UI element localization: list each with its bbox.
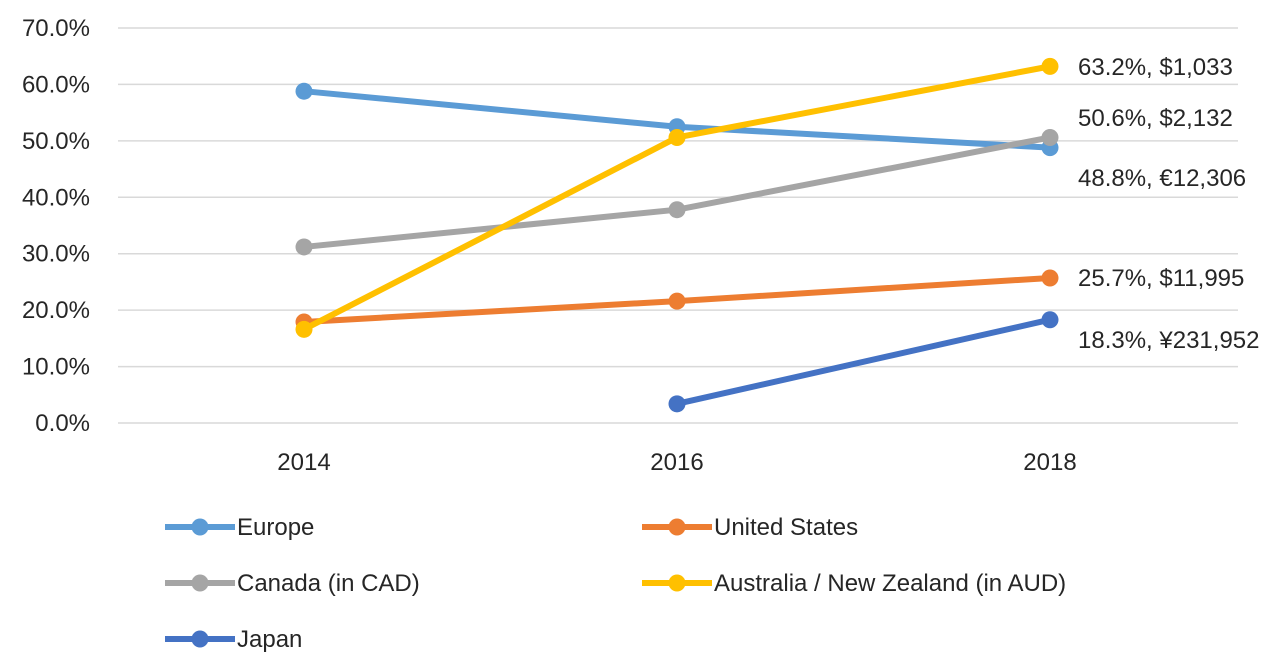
data-label-europe: 48.8%, €12,306 [1078,165,1246,192]
data-point-canada-in-cad [1041,128,1059,146]
data-point-australia-new-zealand-in-aud [295,320,313,338]
legend-swatch-marker [668,518,686,536]
y-tick-label: 10.0% [22,354,90,381]
data-point-europe [295,82,313,100]
legend-item-canada-in-cad: Canada (in CAD) [165,570,420,597]
data-point-canada-in-cad [295,238,313,256]
legend-item-europe: Europe [165,514,314,541]
legend-label: Europe [237,514,314,541]
data-label-japan: 18.3%, ¥231,952 [1078,327,1260,354]
gridlines [118,27,1238,424]
legend-swatch-marker [191,518,209,536]
y-tick-label: 70.0% [22,15,90,42]
y-tick-label: 30.0% [22,241,90,268]
legend-label: Canada (in CAD) [237,570,420,597]
data-point-canada-in-cad [668,201,686,219]
series-group [295,57,1059,413]
data-point-australia-new-zealand-in-aud [668,128,686,146]
data-label-canada-in-cad: 50.6%, $2,132 [1078,105,1233,132]
legend-item-japan: Japan [165,626,302,653]
data-point-united-states [1041,269,1059,287]
legend-swatch-marker [668,574,686,592]
y-tick-label: 50.0% [22,128,90,155]
series-line-japan [676,316,1051,407]
legend-swatch-marker [191,630,209,648]
y-tick-label: 40.0% [22,184,90,211]
y-axis-ticks: 0.0% 10.0% 20.0% 30.0% 40.0% 50.0% 60.0% 70.0% [22,15,90,437]
data-labels: 48.8%, €12,306 25.7%, $11,995 50.6%, $2,13… [1078,54,1260,354]
legend-item-australia-new-zealand-in-aud: Australia / New Zealand (in AUD) [642,570,1066,597]
data-point-australia-new-zealand-in-aud [1041,57,1059,75]
data-label-australia-new-zealand-in-aud: 63.2%, $1,033 [1078,54,1233,81]
legend-label: United States [714,514,858,541]
x-tick-label: 2014 [277,449,330,476]
data-point-japan [668,395,686,413]
data-label-united-states: 25.7%, $11,995 [1078,265,1244,292]
y-tick-label: 0.0% [35,410,90,437]
data-point-united-states [668,292,686,310]
x-axis-ticks: 2014 2016 2018 [277,449,1076,476]
legend-label: Australia / New Zealand (in AUD) [714,570,1066,597]
y-tick-label: 60.0% [22,71,90,98]
series-line-canada-in-cad [303,134,1051,250]
x-tick-label: 2016 [650,449,703,476]
legend: Europe United States Canada (in CAD) Austra… [165,514,1066,653]
legend-swatch-marker [191,574,209,592]
data-point-japan [1041,311,1059,329]
y-tick-label: 20.0% [22,297,90,324]
x-tick-label: 2018 [1023,449,1076,476]
legend-label: Japan [237,626,302,653]
legend-item-united-states: United States [642,514,858,541]
